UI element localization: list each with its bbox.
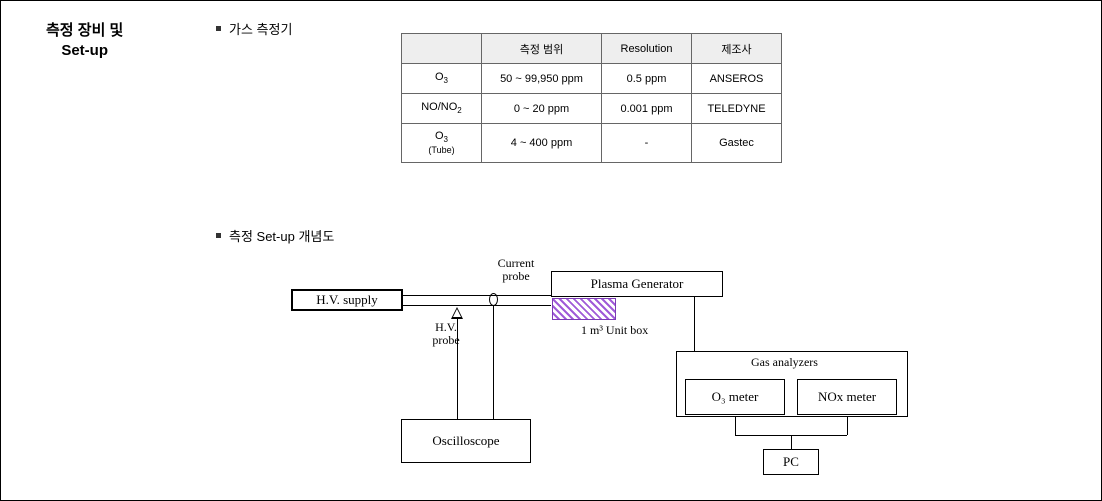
current-probe-ring bbox=[489, 293, 498, 306]
td-range: 50 ~ 99,950 ppm bbox=[482, 64, 602, 94]
plasma-to-gas-v bbox=[694, 297, 695, 351]
th-resolution: Resolution bbox=[602, 34, 692, 64]
gas-analyzers-label: Gas analyzers bbox=[751, 355, 818, 370]
hv-supply-box: H.V. supply bbox=[291, 289, 403, 311]
td-name: O3 bbox=[402, 64, 482, 94]
hv-probe-label: H.V.probe bbox=[421, 321, 471, 347]
hv-probe-arrow-icon bbox=[451, 307, 463, 319]
nox-meter-box: NOx meter bbox=[797, 379, 897, 415]
bullet-setup-concept: 측정 Set-up 개념도 bbox=[216, 226, 334, 245]
table-row: O3 50 ~ 99,950 ppm 0.5 ppm ANSEROS bbox=[402, 64, 782, 94]
unit-box-label: 1 m³ Unit box bbox=[581, 323, 648, 338]
oscilloscope-label: Oscilloscope bbox=[432, 433, 499, 449]
th-manufacturer: 제조사 bbox=[692, 34, 782, 64]
th-blank bbox=[402, 34, 482, 64]
plasma-generator-box: Plasma Generator bbox=[551, 271, 723, 297]
td-range: 0 ~ 20 ppm bbox=[482, 94, 602, 124]
setup-diagram: H.V. supply Currentprobe Plasma Generato… bbox=[291, 261, 991, 491]
td-name: NO/NO2 bbox=[402, 94, 482, 124]
pc-box: PC bbox=[763, 449, 819, 475]
td-resolution: - bbox=[602, 124, 692, 163]
bullet-gas-analyzer: 가스 측정기 bbox=[216, 19, 292, 38]
td-resolution: 0.5 ppm bbox=[602, 64, 692, 94]
gas-spec-table: 측정 범위 Resolution 제조사 O3 50 ~ 99,950 ppm … bbox=[401, 33, 782, 163]
bullet-label: 가스 측정기 bbox=[229, 19, 292, 38]
current-probe-lead bbox=[493, 306, 494, 419]
section-title-line1: 측정 장비 및 bbox=[46, 22, 123, 39]
pc-label: PC bbox=[783, 454, 799, 470]
td-manufacturer: Gastec bbox=[692, 124, 782, 163]
wire-top bbox=[403, 295, 551, 296]
td-manufacturer: TELEDYNE bbox=[692, 94, 782, 124]
table-row: O3(Tube) 4 ~ 400 ppm - Gastec bbox=[402, 124, 782, 163]
join-to-pc-v bbox=[791, 435, 792, 449]
o3-meter-label: O₃ meter bbox=[712, 389, 759, 405]
nox-meter-label: NOx meter bbox=[818, 389, 876, 405]
wire-bottom bbox=[403, 305, 551, 306]
bullet-label: 측정 Set-up 개념도 bbox=[229, 226, 334, 245]
nox-to-pc-v bbox=[847, 417, 848, 435]
o3-to-pc-v bbox=[735, 417, 736, 435]
o3-meter-box: O₃ meter bbox=[685, 379, 785, 415]
plasma-generator-label: Plasma Generator bbox=[591, 276, 684, 292]
hv-supply-label: H.V. supply bbox=[316, 292, 378, 308]
bullet-icon bbox=[216, 233, 221, 238]
plasma-hatch-icon bbox=[552, 298, 616, 320]
current-probe-label: Currentprobe bbox=[486, 257, 546, 283]
section-title-line2: Set-up bbox=[61, 42, 108, 59]
td-resolution: 0.001 ppm bbox=[602, 94, 692, 124]
table-header-row: 측정 범위 Resolution 제조사 bbox=[402, 34, 782, 64]
bullet-icon bbox=[216, 26, 221, 31]
section-title: 측정 장비 및 Set-up bbox=[46, 21, 123, 62]
th-range: 측정 범위 bbox=[482, 34, 602, 64]
oscilloscope-box: Oscilloscope bbox=[401, 419, 531, 463]
td-manufacturer: ANSEROS bbox=[692, 64, 782, 94]
td-range: 4 ~ 400 ppm bbox=[482, 124, 602, 163]
td-name: O3(Tube) bbox=[402, 124, 482, 163]
table-row: NO/NO2 0 ~ 20 ppm 0.001 ppm TELEDYNE bbox=[402, 94, 782, 124]
